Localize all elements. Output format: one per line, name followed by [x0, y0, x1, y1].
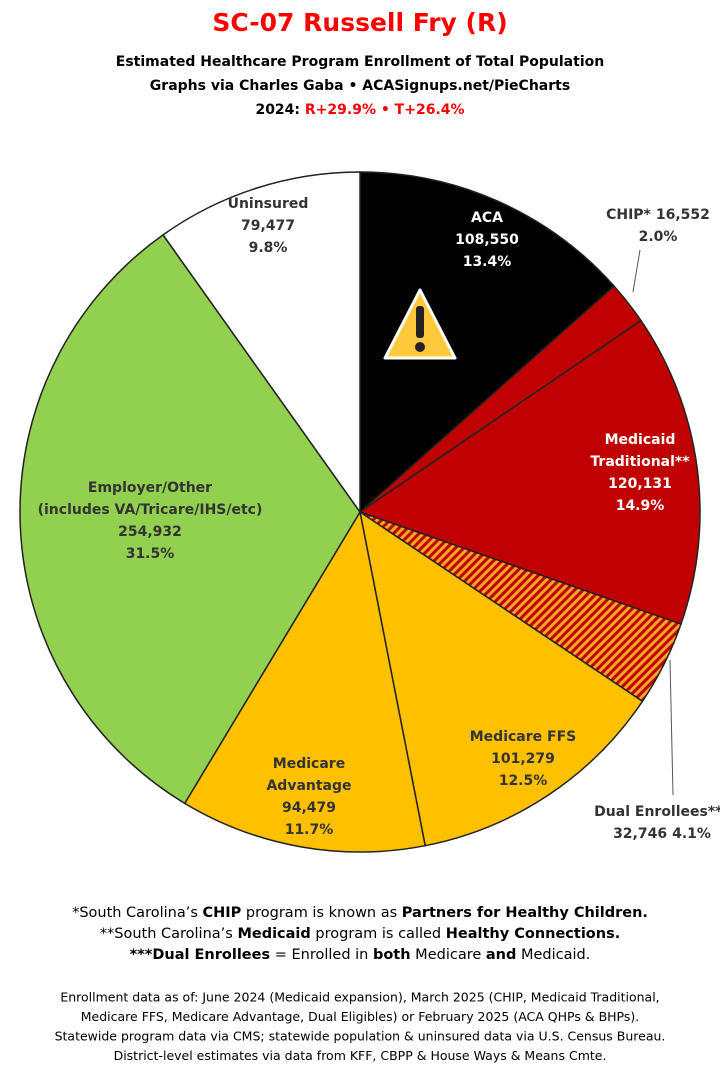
- slice-label: 14.9%: [616, 498, 665, 514]
- slice: [161, 171, 361, 515]
- label-part: Medicare FFS: [470, 729, 576, 745]
- label-part: 9.8%: [249, 240, 288, 256]
- label-part: 108,550: [455, 232, 519, 248]
- slice-label: Medicaid Traditional**: [590, 432, 690, 470]
- slice: [358, 510, 644, 847]
- footnote: **South Carolina’s Medicaid program is c…: [100, 926, 620, 942]
- label-part: 254,932: [118, 524, 182, 540]
- slice-label: 101,279: [491, 751, 555, 767]
- footnote-part: Medicare: [411, 947, 486, 963]
- footnote-part: **South Carolina’s: [100, 926, 238, 942]
- slice-label: 94,479: [282, 800, 336, 816]
- footnote: *South Carolina’s CHIP program is known …: [72, 905, 648, 921]
- footnote-part: and: [486, 947, 517, 963]
- source-line: District-level estimates via data from K…: [114, 1048, 607, 1063]
- footnote-part: Healthy Connections.: [446, 926, 620, 942]
- label-part: 79,477: [241, 218, 295, 234]
- slice-label: Medicare Advantage: [266, 756, 351, 794]
- leader-line: [669, 659, 674, 796]
- footnote-part: Medicaid.: [516, 947, 590, 963]
- label-part: 4.1%: [672, 826, 711, 842]
- slice-label: 254,932: [118, 524, 182, 540]
- footnote-part: Partners for Healthy Children.: [402, 905, 648, 921]
- slice: [19, 233, 361, 805]
- footnote-part: CHIP: [203, 905, 242, 921]
- label-part: 16,552: [656, 207, 710, 223]
- label-part: 31.5%: [126, 546, 175, 562]
- subtitle: Estimated Healthcare Program Enrollment …: [116, 54, 604, 70]
- credit: Graphs via Charles Gaba • ACASignups.net…: [150, 78, 570, 94]
- footnote-part: = Enrolled in: [270, 947, 373, 963]
- footnote-part: program is called: [311, 926, 446, 942]
- footnote-part: *South Carolina’s: [72, 905, 202, 921]
- slice-label: 120,131: [608, 476, 672, 492]
- slice-label: 31.5%: [126, 546, 175, 562]
- notes: *South Carolina’s CHIP program is known …: [55, 905, 666, 1063]
- slice-label: Uninsured: [228, 196, 309, 212]
- footnote-part: both: [373, 947, 411, 963]
- slice-label: 79,477: [241, 218, 295, 234]
- slice: [359, 171, 616, 514]
- label-part: 32,746: [613, 826, 667, 842]
- slice-label: CHIP* 16,552: [606, 207, 710, 223]
- title: SC-07 Russell Fry (R): [212, 8, 507, 37]
- source-line: Statewide program data via CMS; statewid…: [55, 1029, 666, 1044]
- pie: [19, 171, 701, 853]
- slice-label: Dual Enrollees***: [594, 804, 720, 820]
- label-part: 13.4%: [463, 254, 512, 270]
- footnote: ***Dual Enrollees = Enrolled in both Med…: [130, 947, 591, 963]
- slice-label: Medicare FFS: [470, 729, 576, 745]
- label-part: Uninsured: [228, 196, 309, 212]
- label-part: CHIP*: [606, 207, 651, 223]
- slice-label: Employer/Other (includes VA/Tricare/IHS/e…: [38, 480, 263, 518]
- margins: 2024: R+29.9% • T+26.4%: [255, 102, 464, 118]
- footnote-part: ***Dual Enrollees: [130, 947, 271, 963]
- slice: [358, 319, 701, 626]
- label-part: 2.0%: [639, 229, 678, 245]
- year: 2024:: [255, 102, 300, 118]
- warning-icon: [383, 288, 457, 360]
- slice-label: 13.4%: [463, 254, 512, 270]
- source-line: Medicare FFS, Medicare Advantage, Dual E…: [81, 1009, 639, 1024]
- leader-line: [632, 249, 641, 293]
- slice-label: 32,746 4.1%: [613, 826, 711, 842]
- slice-label: ACA: [471, 210, 503, 226]
- margin-values: R+29.9% • T+26.4%: [305, 102, 465, 118]
- footnote-part: program is known as: [241, 905, 401, 921]
- label-part: 12.5%: [499, 773, 548, 789]
- slice-label: 2.0%: [639, 229, 678, 245]
- slice-label: 9.8%: [249, 240, 288, 256]
- label-part: ACA: [471, 210, 503, 226]
- slice-label: 11.7%: [285, 822, 334, 838]
- footnote-part: Medicaid: [237, 926, 310, 942]
- label-part: Dual Enrollees***: [594, 804, 720, 820]
- label-part: 120,131: [608, 476, 672, 492]
- slice-label: 12.5%: [499, 773, 548, 789]
- source-line: Enrollment data as of: June 2024 (Medica…: [60, 990, 659, 1005]
- slice: [183, 509, 427, 853]
- label-part: 14.9%: [616, 498, 665, 514]
- label-part: 11.7%: [285, 822, 334, 838]
- label-part: 101,279: [491, 751, 555, 767]
- label-part: 94,479: [282, 800, 336, 816]
- slice-label: 108,550: [455, 232, 519, 248]
